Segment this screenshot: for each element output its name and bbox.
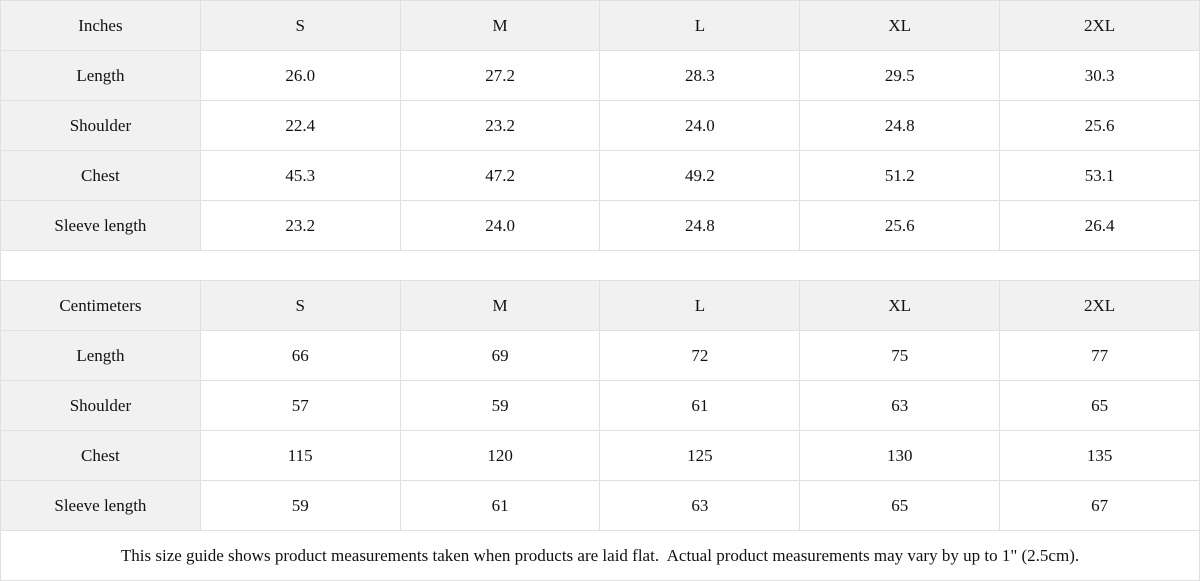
measurement-value-cell: 61 <box>599 380 801 431</box>
measurement-value-cell: 77 <box>999 330 1200 381</box>
measurement-value-cell: 25.6 <box>999 100 1200 151</box>
measurement-row: Sleeve length 59 61 63 65 67 <box>0 480 1200 531</box>
measurement-value-cell: 24.8 <box>599 200 801 251</box>
measurement-row: Length 66 69 72 75 77 <box>0 330 1200 381</box>
measurement-label-cell: Chest <box>0 150 201 201</box>
measurement-value-cell: 26.4 <box>999 200 1200 251</box>
measurement-value-cell: 49.2 <box>599 150 801 201</box>
measurement-value-cell: 57 <box>199 380 401 431</box>
measurement-row: Chest 115 120 125 130 135 <box>0 430 1200 481</box>
measurement-label-cell: Length <box>0 50 201 101</box>
measurement-row: Shoulder 57 59 61 63 65 <box>0 380 1200 431</box>
measurement-row: Shoulder 22.4 23.2 24.0 24.8 25.6 <box>0 100 1200 151</box>
measurement-value-cell: 65 <box>999 380 1200 431</box>
size-header-cell: S <box>199 280 401 331</box>
measurement-value-cell: 66 <box>199 330 401 381</box>
measurement-value-cell: 23.2 <box>399 100 601 151</box>
measurement-value-cell: 45.3 <box>199 150 401 201</box>
measurement-row: Chest 45.3 47.2 49.2 51.2 53.1 <box>0 150 1200 201</box>
measurement-value-cell: 24.0 <box>399 200 601 251</box>
size-header-cell: S <box>199 0 401 51</box>
measurement-value-cell: 125 <box>599 430 801 481</box>
measurement-label-cell: Shoulder <box>0 380 201 431</box>
measurement-value-cell: 115 <box>199 430 401 481</box>
measurement-label-cell: Sleeve length <box>0 480 201 531</box>
measurement-value-cell: 59 <box>399 380 601 431</box>
measurement-value-cell: 72 <box>599 330 801 381</box>
measurement-value-cell: 65 <box>799 480 1001 531</box>
size-header-cell: M <box>399 0 601 51</box>
measurement-value-cell: 28.3 <box>599 50 801 101</box>
size-header-cell: L <box>599 280 801 331</box>
measurement-value-cell: 26.0 <box>199 50 401 101</box>
measurement-value-cell: 63 <box>599 480 801 531</box>
spacer-cell <box>0 250 1200 281</box>
measurement-label-cell: Length <box>0 330 201 381</box>
footer-note: This size guide shows product measuremen… <box>0 530 1200 581</box>
measurement-value-cell: 24.8 <box>799 100 1001 151</box>
size-header-row: Inches S M L XL 2XL <box>0 0 1200 51</box>
size-header-row: Centimeters S M L XL 2XL <box>0 280 1200 331</box>
size-header-cell: 2XL <box>999 280 1200 331</box>
measurement-value-cell: 69 <box>399 330 601 381</box>
unit-header-cell: Centimeters <box>0 280 201 331</box>
measurement-row: Sleeve length 23.2 24.0 24.8 25.6 26.4 <box>0 200 1200 251</box>
measurement-value-cell: 63 <box>799 380 1001 431</box>
measurement-value-cell: 29.5 <box>799 50 1001 101</box>
measurement-value-cell: 130 <box>799 430 1001 481</box>
measurement-value-cell: 47.2 <box>399 150 601 201</box>
measurement-value-cell: 135 <box>999 430 1200 481</box>
measurement-value-cell: 61 <box>399 480 601 531</box>
size-header-cell: L <box>599 0 801 51</box>
measurement-value-cell: 59 <box>199 480 401 531</box>
measurement-label-cell: Sleeve length <box>0 200 201 251</box>
size-header-cell: M <box>399 280 601 331</box>
size-header-cell: XL <box>799 0 1001 51</box>
measurement-value-cell: 51.2 <box>799 150 1001 201</box>
measurement-value-cell: 53.1 <box>999 150 1200 201</box>
measurement-label-cell: Chest <box>0 430 201 481</box>
footer-row: This size guide shows product measuremen… <box>0 530 1200 581</box>
measurement-value-cell: 120 <box>399 430 601 481</box>
measurement-value-cell: 27.2 <box>399 50 601 101</box>
measurement-value-cell: 23.2 <box>199 200 401 251</box>
measurement-value-cell: 24.0 <box>599 100 801 151</box>
measurement-value-cell: 22.4 <box>199 100 401 151</box>
measurement-label-cell: Shoulder <box>0 100 201 151</box>
measurement-row: Length 26.0 27.2 28.3 29.5 30.3 <box>0 50 1200 101</box>
measurement-value-cell: 75 <box>799 330 1001 381</box>
size-header-cell: 2XL <box>999 0 1200 51</box>
size-header-cell: XL <box>799 280 1001 331</box>
spacer-row <box>0 250 1200 281</box>
measurement-value-cell: 67 <box>999 480 1200 531</box>
measurement-value-cell: 30.3 <box>999 50 1200 101</box>
unit-header-cell: Inches <box>0 0 201 51</box>
measurement-value-cell: 25.6 <box>799 200 1001 251</box>
